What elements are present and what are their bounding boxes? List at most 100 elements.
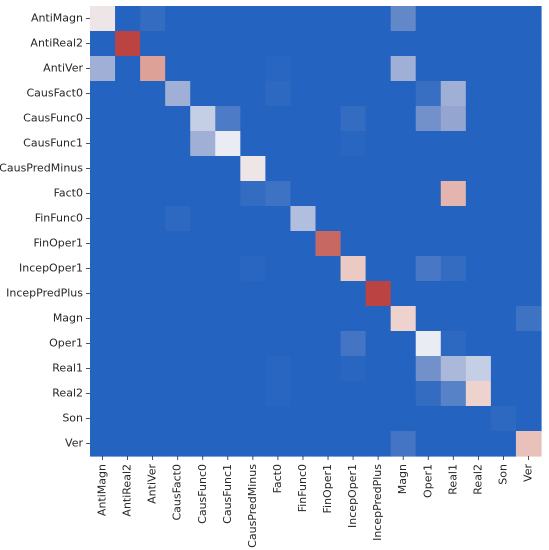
heatmap-cell bbox=[265, 431, 292, 457]
heatmap-cell bbox=[190, 81, 216, 107]
x-tick-label: IncepOper1 bbox=[346, 464, 359, 528]
heatmap-cell bbox=[90, 31, 116, 57]
heatmap-cell bbox=[515, 31, 542, 57]
heatmap-cell bbox=[115, 206, 141, 232]
heatmap-cell bbox=[90, 281, 116, 307]
y-tick-label: AntiReal2 bbox=[30, 37, 83, 50]
heatmap-cell bbox=[190, 431, 216, 457]
heatmap-cell bbox=[165, 206, 191, 232]
heatmap-cell bbox=[240, 231, 266, 257]
heatmap-cell bbox=[90, 6, 116, 32]
heatmap-cell bbox=[115, 331, 141, 357]
heatmap-cell bbox=[140, 181, 166, 207]
heatmap-cell bbox=[490, 56, 517, 82]
heatmap-cell bbox=[165, 81, 191, 107]
heatmap-cell bbox=[290, 406, 317, 432]
heatmap-cell bbox=[315, 281, 342, 307]
heatmap-cell bbox=[240, 81, 266, 107]
heatmap-cell bbox=[465, 231, 492, 257]
heatmap-cell bbox=[515, 406, 542, 432]
heatmap-cell bbox=[290, 306, 317, 332]
heatmap-cell bbox=[290, 256, 317, 282]
x-tick-label: CausPredMinus bbox=[246, 464, 259, 548]
heatmap-cell bbox=[390, 131, 417, 157]
heatmap-cell bbox=[415, 81, 442, 107]
heatmap-cell bbox=[90, 81, 116, 107]
heatmap-cell bbox=[290, 56, 317, 82]
heatmap-cell bbox=[515, 181, 542, 207]
heatmap-cell bbox=[265, 31, 292, 57]
heatmap-cell bbox=[240, 156, 266, 182]
heatmap-cell bbox=[190, 231, 216, 257]
heatmap-cell bbox=[515, 6, 542, 32]
heatmap-cell bbox=[490, 181, 517, 207]
heatmap-cell bbox=[265, 6, 292, 32]
heatmap-cell bbox=[115, 406, 141, 432]
heatmap-cell bbox=[390, 356, 417, 382]
heatmap-cell bbox=[215, 231, 241, 257]
heatmap-cell bbox=[490, 306, 517, 332]
heatmap-cell bbox=[340, 306, 367, 332]
heatmap-cell bbox=[265, 56, 292, 82]
heatmap-cell bbox=[165, 231, 191, 257]
heatmap-cell bbox=[390, 431, 417, 457]
heatmap-cell bbox=[240, 331, 266, 357]
x-tick-label: AntiReal2 bbox=[121, 464, 134, 517]
heatmap-cell bbox=[215, 381, 241, 407]
heatmap-cell bbox=[440, 181, 467, 207]
heatmap-cell bbox=[215, 281, 241, 307]
x-tick-label: FinFunc0 bbox=[296, 464, 309, 512]
heatmap-cell bbox=[490, 431, 517, 457]
heatmap-cell bbox=[265, 131, 292, 157]
heatmap-cell bbox=[515, 56, 542, 82]
heatmap-cell bbox=[315, 6, 342, 32]
x-tick-label: AntiVer bbox=[146, 464, 159, 504]
heatmap-cell bbox=[140, 6, 166, 32]
heatmap-cell bbox=[165, 406, 191, 432]
heatmap-cell bbox=[240, 181, 266, 207]
heatmap-cell bbox=[490, 381, 517, 407]
heatmap-cell bbox=[390, 231, 417, 257]
heatmap-cell bbox=[90, 206, 116, 232]
heatmap-cell bbox=[440, 281, 467, 307]
heatmap-cell bbox=[265, 106, 292, 132]
heatmap-cell bbox=[390, 281, 417, 307]
heatmap-cell bbox=[440, 6, 467, 32]
heatmap-cell bbox=[165, 156, 191, 182]
heatmap-cell bbox=[265, 306, 292, 332]
heatmap-cell bbox=[265, 181, 292, 207]
heatmap-cell bbox=[165, 256, 191, 282]
heatmap-cell bbox=[265, 281, 292, 307]
heatmap-cell bbox=[390, 306, 417, 332]
heatmap-cell bbox=[215, 331, 241, 357]
heatmap-cell bbox=[315, 31, 342, 57]
heatmap-cell bbox=[90, 106, 116, 132]
heatmap-cell bbox=[240, 356, 266, 382]
heatmap-cell bbox=[465, 281, 492, 307]
heatmap-cell bbox=[215, 181, 241, 207]
y-tick-label: Ver bbox=[65, 437, 83, 450]
heatmap-cell bbox=[90, 231, 116, 257]
y-tick-label: CausFact0 bbox=[26, 87, 83, 100]
y-tick-label: CausPredMinus bbox=[0, 162, 83, 175]
heatmap-cell bbox=[240, 256, 266, 282]
heatmap-cell bbox=[515, 281, 542, 307]
y-tick-label: Son bbox=[62, 412, 83, 425]
heatmap-cell bbox=[140, 31, 166, 57]
x-tick-label: Real1 bbox=[446, 464, 459, 495]
heatmap-cell bbox=[115, 131, 141, 157]
y-tick-label: FinOper1 bbox=[34, 237, 83, 250]
heatmap-cell bbox=[340, 406, 367, 432]
heatmap-cell bbox=[365, 6, 392, 32]
heatmap-cell bbox=[440, 406, 467, 432]
heatmap-cell bbox=[140, 331, 166, 357]
heatmap-cell bbox=[240, 206, 266, 232]
heatmap-cell bbox=[90, 331, 116, 357]
heatmap-cell bbox=[365, 256, 392, 282]
heatmap-cell bbox=[165, 381, 191, 407]
heatmap-cell bbox=[340, 331, 367, 357]
heatmap-cell bbox=[190, 406, 216, 432]
heatmap-cell bbox=[390, 256, 417, 282]
heatmap-cell bbox=[390, 406, 417, 432]
heatmap-cell bbox=[315, 331, 342, 357]
